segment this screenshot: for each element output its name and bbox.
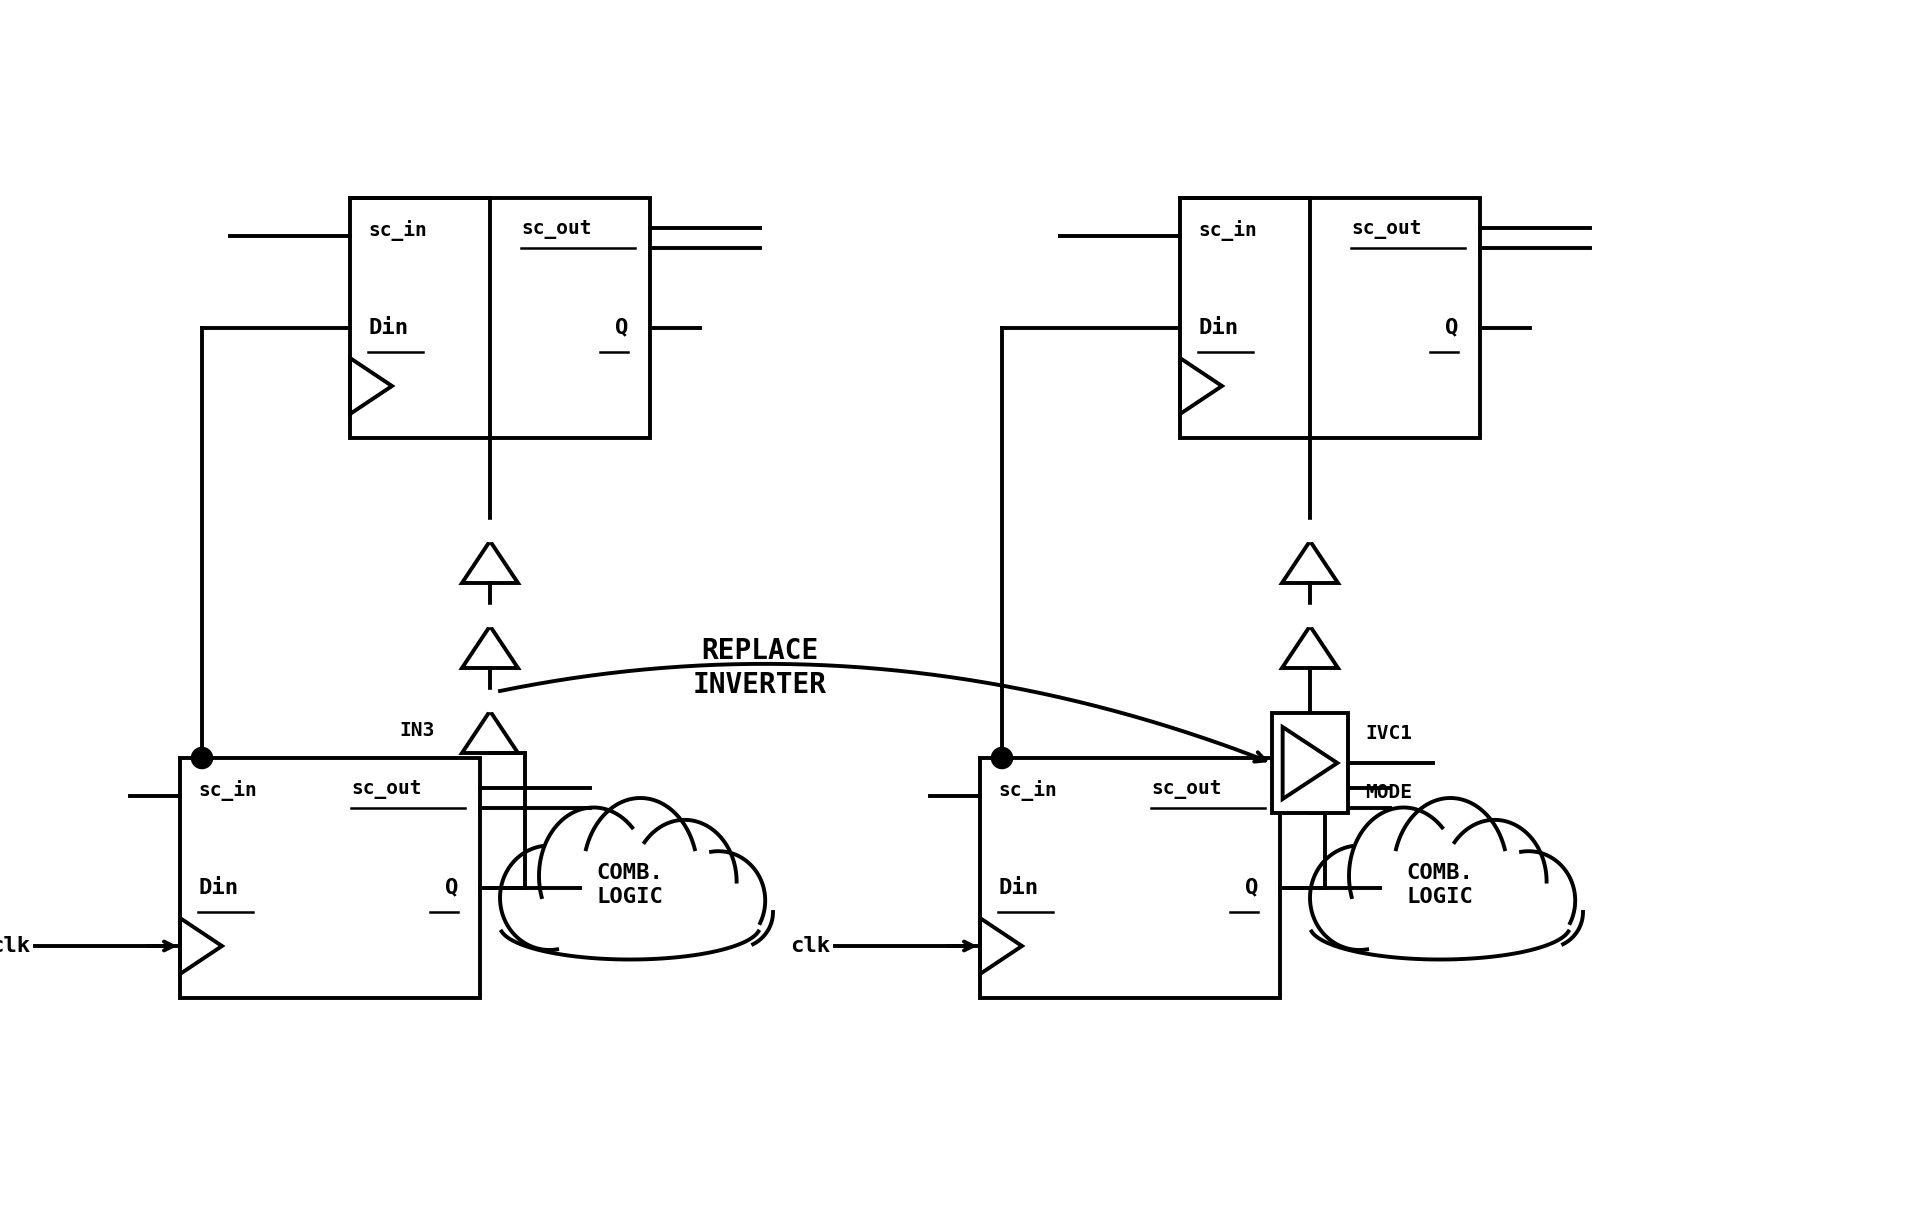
Circle shape bbox=[480, 607, 499, 626]
Text: sc_in: sc_in bbox=[198, 780, 257, 801]
Text: Q: Q bbox=[615, 318, 628, 337]
Text: IN3: IN3 bbox=[400, 721, 434, 741]
Circle shape bbox=[480, 691, 499, 711]
Text: COMB.
LOGIC: COMB. LOGIC bbox=[1406, 864, 1473, 906]
Text: sc_out: sc_out bbox=[1151, 780, 1222, 799]
Circle shape bbox=[480, 521, 499, 541]
Bar bbox=[350, 199, 649, 438]
Bar bbox=[1179, 199, 1479, 438]
Text: Q: Q bbox=[444, 878, 457, 898]
Text: REPLACE
INVERTER: REPLACE INVERTER bbox=[693, 637, 828, 699]
Text: Q: Q bbox=[1245, 878, 1258, 898]
Text: sc_in: sc_in bbox=[1199, 220, 1256, 241]
Text: Din: Din bbox=[198, 878, 238, 898]
Bar bbox=[181, 758, 480, 998]
Text: COMB.
LOGIC: COMB. LOGIC bbox=[597, 864, 663, 906]
Text: MODE: MODE bbox=[1366, 783, 1412, 801]
Text: sc_out: sc_out bbox=[352, 780, 421, 799]
Circle shape bbox=[991, 748, 1012, 769]
Text: Din: Din bbox=[369, 318, 407, 337]
Bar bbox=[980, 758, 1279, 998]
Text: sc_out: sc_out bbox=[521, 220, 592, 239]
Circle shape bbox=[1301, 521, 1320, 541]
Text: sc_in: sc_in bbox=[999, 780, 1057, 801]
Text: clk: clk bbox=[790, 935, 830, 956]
Text: IVC1: IVC1 bbox=[1366, 723, 1412, 743]
Bar bbox=[1272, 713, 1349, 812]
Circle shape bbox=[192, 748, 211, 769]
Text: sc_in: sc_in bbox=[369, 220, 426, 241]
Text: Q: Q bbox=[1445, 318, 1458, 337]
Text: Din: Din bbox=[1199, 318, 1239, 337]
Text: sc_out: sc_out bbox=[1350, 220, 1422, 239]
Text: Din: Din bbox=[999, 878, 1037, 898]
Circle shape bbox=[1301, 607, 1320, 626]
Text: clk: clk bbox=[0, 935, 31, 956]
